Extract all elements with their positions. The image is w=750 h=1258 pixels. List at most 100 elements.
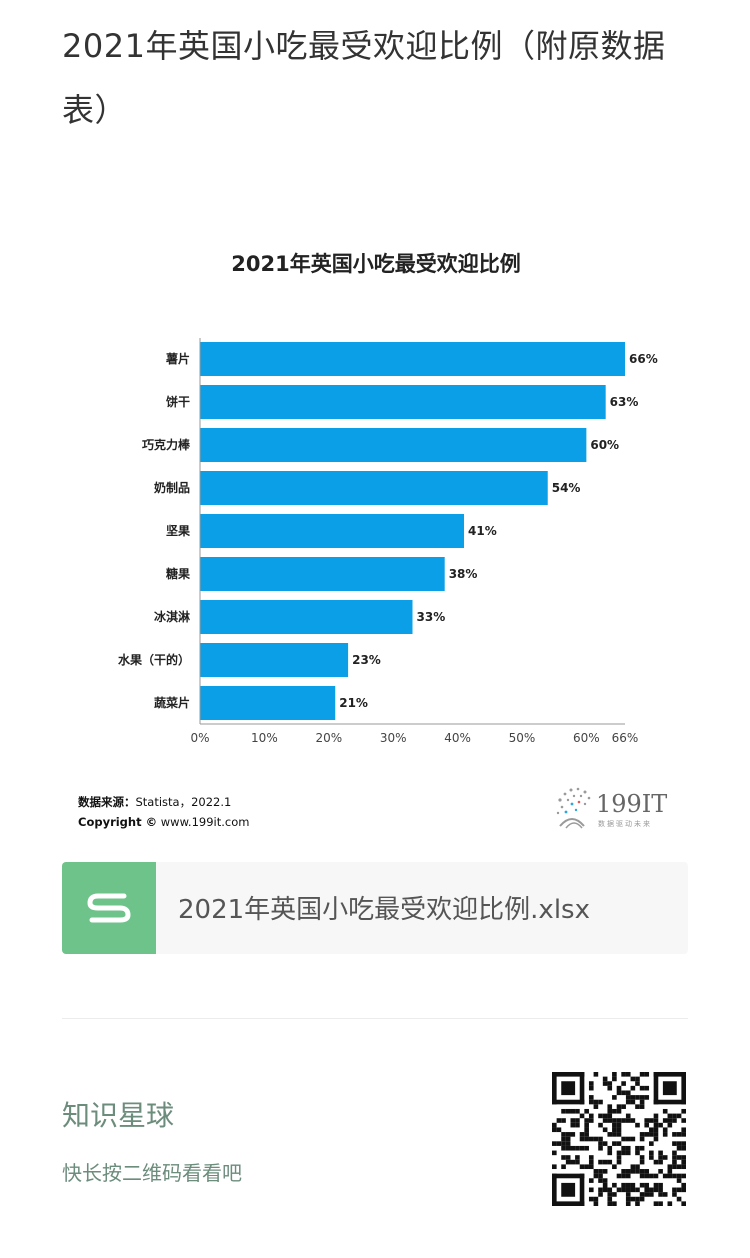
qr-module bbox=[584, 1118, 589, 1123]
qr-module bbox=[630, 1118, 636, 1123]
qr-module bbox=[639, 1085, 645, 1091]
qr-module bbox=[588, 1118, 594, 1123]
qr-module bbox=[616, 1085, 622, 1091]
qr-module bbox=[625, 1099, 631, 1105]
qr-module bbox=[612, 1072, 617, 1077]
qr-finder bbox=[579, 1072, 585, 1105]
qr-module bbox=[653, 1182, 659, 1188]
qr-module bbox=[621, 1081, 626, 1086]
qr-module bbox=[653, 1173, 659, 1179]
qr-module bbox=[570, 1108, 576, 1114]
article-title: 2021年英国小吃最受欢迎比例（附原数据表） bbox=[62, 27, 666, 129]
brand-logo: 199IT 数据驱动未来 bbox=[556, 787, 667, 829]
qr-module bbox=[653, 1113, 659, 1119]
qr-module bbox=[658, 1182, 663, 1188]
qr-module bbox=[662, 1132, 668, 1137]
qr-module bbox=[658, 1150, 663, 1156]
qr-module bbox=[653, 1201, 659, 1206]
qr-module bbox=[616, 1118, 622, 1123]
x-tick-label: 0% bbox=[190, 731, 209, 745]
qr-code[interactable] bbox=[552, 1072, 686, 1206]
qr-module bbox=[607, 1132, 613, 1137]
data-label: 66% bbox=[629, 352, 658, 366]
qr-module bbox=[672, 1164, 677, 1170]
attachment-filename[interactable]: 2021年英国小吃最受欢迎比例.xlsx bbox=[178, 895, 590, 925]
qr-module bbox=[667, 1201, 673, 1206]
bar bbox=[200, 342, 625, 376]
qr-module bbox=[561, 1141, 566, 1146]
copyright-label: Copyright © bbox=[78, 815, 158, 829]
qr-module bbox=[681, 1127, 686, 1133]
qr-module bbox=[616, 1150, 622, 1156]
qr-module bbox=[612, 1127, 617, 1133]
category-label: 巧克力棒 bbox=[142, 437, 191, 452]
qr-module bbox=[681, 1155, 686, 1160]
qr-module bbox=[598, 1192, 603, 1197]
knowledge-planet-subtitle: 快长按二维码看看吧 bbox=[62, 1161, 242, 1185]
qr-module bbox=[561, 1108, 566, 1114]
qr-module bbox=[598, 1136, 603, 1142]
qr-module bbox=[607, 1085, 613, 1091]
brand-name: 199IT bbox=[596, 790, 667, 818]
qr-module bbox=[607, 1201, 613, 1206]
qr-module bbox=[565, 1141, 571, 1146]
brand-tagline: 数据驱动未来 bbox=[598, 819, 652, 828]
category-label: 糖果 bbox=[166, 566, 190, 581]
qr-finder bbox=[561, 1182, 576, 1197]
qr-module bbox=[667, 1169, 673, 1174]
qr-module bbox=[676, 1196, 682, 1202]
attachment-card[interactable]: 2021年英国小吃最受欢迎比例.xlsx bbox=[62, 862, 688, 954]
qr-module bbox=[625, 1095, 631, 1100]
qr-module bbox=[621, 1104, 626, 1109]
qr-module bbox=[644, 1169, 650, 1174]
qr-module bbox=[653, 1187, 659, 1193]
copyright-text: www.199it.com bbox=[160, 815, 250, 829]
qr-module bbox=[593, 1169, 599, 1174]
qr-module bbox=[593, 1104, 599, 1109]
qr-module bbox=[681, 1159, 686, 1165]
qr-module bbox=[667, 1118, 673, 1123]
qr-module bbox=[658, 1122, 663, 1128]
qr-module bbox=[565, 1155, 571, 1160]
bar bbox=[200, 643, 349, 677]
qr-module bbox=[607, 1196, 613, 1202]
qr-module bbox=[625, 1113, 631, 1119]
qr-module bbox=[607, 1104, 613, 1109]
qr-module bbox=[639, 1104, 645, 1109]
category-label: 奶制品 bbox=[154, 480, 190, 495]
qr-module bbox=[653, 1122, 659, 1128]
x-tick-label: 60% bbox=[573, 731, 600, 745]
qr-module bbox=[584, 1108, 589, 1114]
x-tick-label: 10% bbox=[251, 731, 278, 745]
qr-module bbox=[598, 1113, 603, 1119]
qr-finder bbox=[653, 1072, 686, 1077]
qr-module bbox=[616, 1127, 622, 1133]
source-text: Statista，2022.1 bbox=[135, 795, 232, 809]
qr-module bbox=[556, 1141, 562, 1146]
qr-module bbox=[598, 1145, 603, 1151]
qr-module bbox=[588, 1178, 594, 1183]
qr-module bbox=[681, 1182, 686, 1188]
qr-module bbox=[612, 1118, 617, 1123]
qr-module bbox=[607, 1118, 613, 1123]
qr-module bbox=[565, 1136, 571, 1142]
qr-module bbox=[681, 1187, 686, 1193]
qr-finder bbox=[552, 1072, 557, 1105]
qr-module bbox=[621, 1182, 626, 1188]
bar bbox=[200, 600, 413, 634]
qr-module bbox=[598, 1178, 603, 1183]
qr-module bbox=[621, 1090, 626, 1096]
qr-module bbox=[681, 1132, 686, 1137]
qr-module bbox=[552, 1150, 557, 1156]
qr-module bbox=[625, 1201, 631, 1206]
qr-module bbox=[584, 1122, 589, 1128]
qr-finder bbox=[552, 1099, 585, 1105]
category-label: 薯片 bbox=[165, 351, 190, 366]
qr-module bbox=[672, 1132, 677, 1137]
qr-module bbox=[630, 1136, 636, 1142]
qr-module bbox=[561, 1136, 566, 1142]
qr-module bbox=[570, 1132, 576, 1137]
qr-module bbox=[625, 1118, 631, 1123]
qr-module bbox=[658, 1155, 663, 1160]
category-label: 冰淇淋 bbox=[154, 609, 190, 624]
